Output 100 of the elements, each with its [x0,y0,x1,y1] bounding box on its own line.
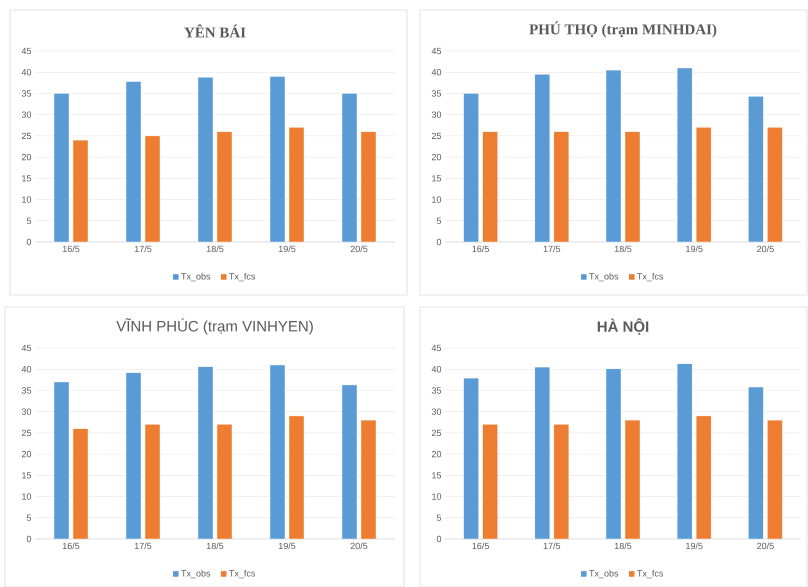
bar [216,424,232,539]
bar [270,364,286,539]
bar [270,76,286,242]
x-tick-label: 18/5 [206,542,224,550]
legend-label: Tx_fcs [229,570,256,578]
chart-title: HÀ NỘI [598,318,648,334]
y-tick-label: 20 [432,450,442,458]
bar [360,420,376,539]
x-tick-label: 19/5 [686,246,703,252]
y-tick-label: 45 [22,344,32,352]
y-tick-label: 20 [22,450,32,458]
x-tick-label: 20/5 [350,246,368,252]
y-tick-label: 45 [22,48,32,54]
bar [534,74,550,242]
bar [72,428,88,539]
bar [198,77,214,242]
x-tick-label: 18/5 [206,246,224,252]
bar [677,364,692,539]
bar [767,420,783,539]
x-tick-label: 17/5 [134,246,152,252]
x-tick-label: 18/5 [614,246,632,252]
y-tick-label: 30 [22,408,32,415]
x-tick-label: 20/5 [757,246,774,252]
y-tick-label: 10 [22,196,32,203]
legend-label: Tx_obs [589,570,618,578]
bar [288,127,304,242]
y-tick-label: 15 [22,472,32,478]
y-tick-label: 25 [22,430,32,436]
bar [463,378,479,539]
y-tick-label: 15 [22,175,32,182]
bar [624,131,640,242]
x-tick-label: 19/5 [278,542,296,550]
legend-label: Tx_fcs [637,570,664,578]
bar [126,372,142,539]
y-tick-label: 15 [432,472,442,478]
legend-label: Tx_obs [589,272,618,282]
x-tick-label: 19/5 [686,542,703,550]
y-tick-label: 35 [22,387,32,394]
x-tick-label: 18/5 [614,542,632,550]
bar [72,140,88,242]
y-tick-label: 25 [22,132,32,140]
bar [54,382,70,539]
y-tick-label: 45 [432,48,442,54]
bar [748,96,764,242]
bar [696,127,712,242]
y-tick-label: 35 [432,90,442,97]
y-tick-label: 15 [432,175,442,182]
y-tick-label: 5 [436,514,442,521]
y-tick-label: 30 [432,111,442,118]
x-tick-label: 16/5 [472,246,489,252]
bar [360,131,376,242]
y-tick-label: 10 [432,196,442,203]
y-tick-label: 5 [26,514,32,521]
x-tick-label: 17/5 [134,542,152,550]
bar [463,93,479,242]
y-tick-label: 25 [432,132,442,140]
x-tick-label: 16/5 [62,246,80,252]
y-tick-label: 5 [436,218,442,224]
bar [126,81,142,242]
y-tick-label: 45 [432,344,442,352]
bar [482,424,498,539]
y-tick-label: 20 [432,154,442,160]
y-tick-label: 0 [436,536,442,542]
bar [216,131,232,242]
bar [288,416,304,539]
x-tick-label: 17/5 [544,542,560,550]
y-tick-label: 10 [432,493,442,500]
bar [767,127,783,242]
chart-title: YÊN BÁI [184,24,246,38]
bar [534,366,550,539]
y-tick-label: 40 [432,69,442,76]
y-tick-label: 30 [22,111,32,118]
bar [554,424,570,539]
y-tick-label: 10 [22,493,32,500]
y-tick-label: 35 [432,387,442,394]
bar [748,386,764,539]
x-tick-label: 19/5 [278,246,296,252]
bar [342,384,358,539]
y-tick-label: 40 [22,69,32,76]
chart-title: VĨNH PHÚC (trạm VINHYEN) [116,318,313,334]
bar [696,416,712,539]
bar [624,420,640,539]
x-tick-label: 20/5 [757,542,774,550]
x-tick-label: 16/5 [472,542,489,550]
bar [144,424,160,539]
bar [606,368,622,539]
bar [606,70,622,242]
y-tick-label: 25 [432,430,442,436]
y-tick-label: 0 [26,536,32,542]
y-tick-label: 0 [26,238,32,246]
y-tick-label: 5 [26,218,32,224]
bar [54,93,70,242]
y-tick-label: 20 [22,154,32,160]
legend-label: Tx_fcs [229,272,256,282]
bar [677,68,692,242]
legend-label: Tx_obs [181,272,210,282]
y-tick-label: 0 [436,238,442,246]
bar [554,131,570,242]
bar [482,131,498,242]
legend-label: Tx_fcs [637,272,664,282]
